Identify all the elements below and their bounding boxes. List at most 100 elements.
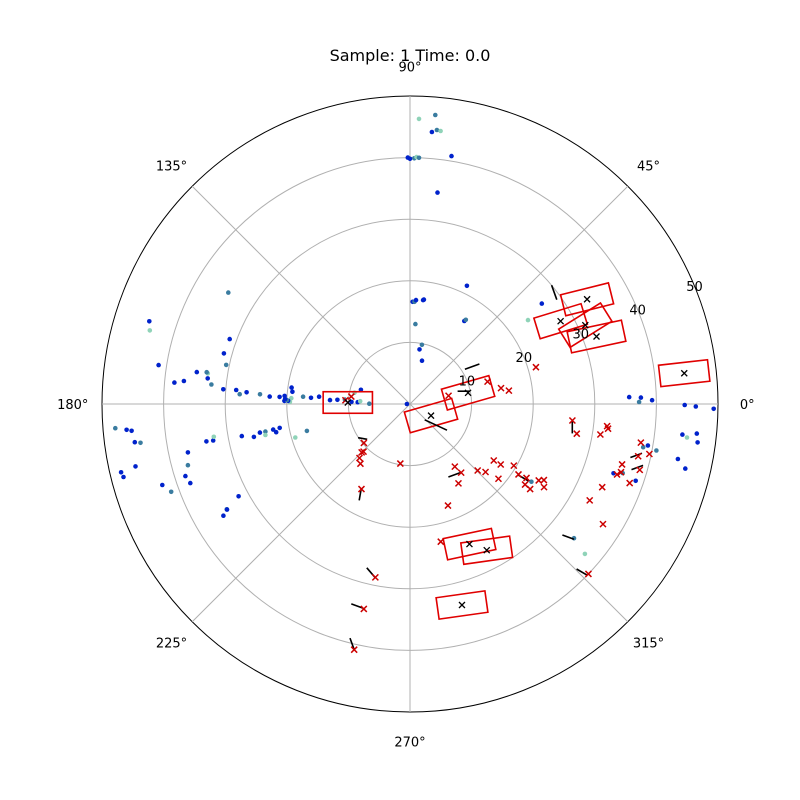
heading-arrow (448, 472, 461, 478)
object-marker (618, 460, 626, 468)
object-marker (584, 570, 592, 578)
lidar-point (236, 494, 241, 499)
lidar-point (525, 317, 531, 323)
lidar-point (244, 390, 249, 395)
lidar-point (147, 319, 152, 324)
object-markers (341, 295, 688, 654)
lidar-point (711, 406, 716, 412)
object-marker (514, 470, 523, 478)
heading-arrow (550, 284, 558, 300)
object-marker (637, 439, 645, 447)
lidar-point (675, 456, 681, 462)
lidar-point (404, 401, 410, 407)
heading-arrow (349, 637, 355, 650)
lidar-point (185, 450, 191, 455)
lidar-point (124, 427, 129, 433)
lidar-point (267, 394, 273, 399)
lidar-point (416, 155, 422, 161)
bounding-box (559, 281, 615, 317)
polar-grid-spoke (409, 403, 629, 623)
lidar-point (327, 397, 333, 403)
angular-tick-label: 90° (398, 61, 421, 76)
lidar-point (233, 387, 239, 393)
lidar-point (257, 430, 263, 435)
object-marker (603, 422, 611, 430)
object-marker (484, 378, 492, 386)
lidar-point (277, 394, 282, 400)
lidar-point (633, 478, 638, 484)
object-marker (437, 538, 445, 546)
lidar-point (277, 425, 283, 431)
object-marker (360, 448, 368, 456)
lidar-point (693, 404, 699, 409)
lidar-point (649, 397, 655, 403)
object-marker (445, 392, 453, 400)
object-marker (451, 463, 459, 471)
lidar-point (227, 336, 232, 342)
lidar-point (638, 395, 644, 400)
box-center-marker (557, 317, 565, 325)
lidar-point (694, 431, 700, 436)
lidar-point (221, 387, 226, 392)
object-marker (371, 573, 379, 581)
object-marker (505, 387, 513, 395)
object-marker (474, 466, 482, 475)
lidar-point (270, 427, 276, 432)
lidar-point (183, 473, 188, 479)
box-center-marker (581, 321, 589, 329)
lidar-point (640, 444, 646, 450)
lidar-point (289, 385, 294, 390)
object-marker (355, 454, 364, 462)
polar-grid (101, 95, 719, 713)
object-marker (494, 475, 502, 483)
lidar-point (168, 489, 174, 495)
chart-title: Sample: 1 Time: 0.0 (330, 46, 491, 65)
lidar-point (204, 369, 209, 375)
object-marker (482, 468, 490, 476)
lidar-point (211, 434, 217, 440)
lidar-point (185, 462, 191, 468)
lidar-point (335, 397, 340, 403)
bounding-box (440, 374, 496, 411)
lidar-point (239, 433, 245, 439)
object-marker (599, 520, 607, 528)
lidar-point (293, 435, 298, 440)
lidar-point (113, 425, 118, 431)
bounding-box (566, 319, 627, 354)
lidar-point (417, 347, 422, 352)
lidar-point (181, 378, 187, 384)
lidar-point (582, 551, 588, 557)
lidar-point (210, 438, 216, 443)
lidar-point (416, 116, 422, 122)
bounding-box (403, 397, 459, 434)
angular-tick-label: 270° (394, 735, 425, 750)
heading-arrow (424, 419, 448, 431)
object-marker (510, 462, 518, 470)
lidar-point (172, 380, 177, 385)
lidar-point (682, 402, 687, 408)
lidar-point (438, 128, 443, 134)
lidar-point (205, 376, 210, 381)
object-marker (457, 469, 465, 477)
object-marker (540, 483, 548, 491)
lidar-point (367, 401, 372, 407)
lidar-point (223, 362, 229, 368)
lidar-point (419, 358, 425, 364)
lidar-point (273, 429, 279, 435)
lidar-point (132, 439, 138, 445)
angular-tick-label: 180° (57, 398, 88, 413)
lidar-point (357, 398, 363, 404)
lidar-point (654, 448, 659, 453)
lidar-point (160, 482, 165, 488)
lidar-point (683, 466, 688, 471)
lidar-point (224, 507, 230, 512)
object-marker (360, 605, 368, 613)
lidar-point (221, 351, 227, 356)
radial-tick-label: 50 (686, 280, 703, 295)
lidar-point (129, 428, 134, 434)
object-marker (596, 430, 604, 439)
lidar-point (413, 297, 419, 303)
bounding-box (657, 358, 711, 388)
lidar-point (529, 479, 534, 485)
